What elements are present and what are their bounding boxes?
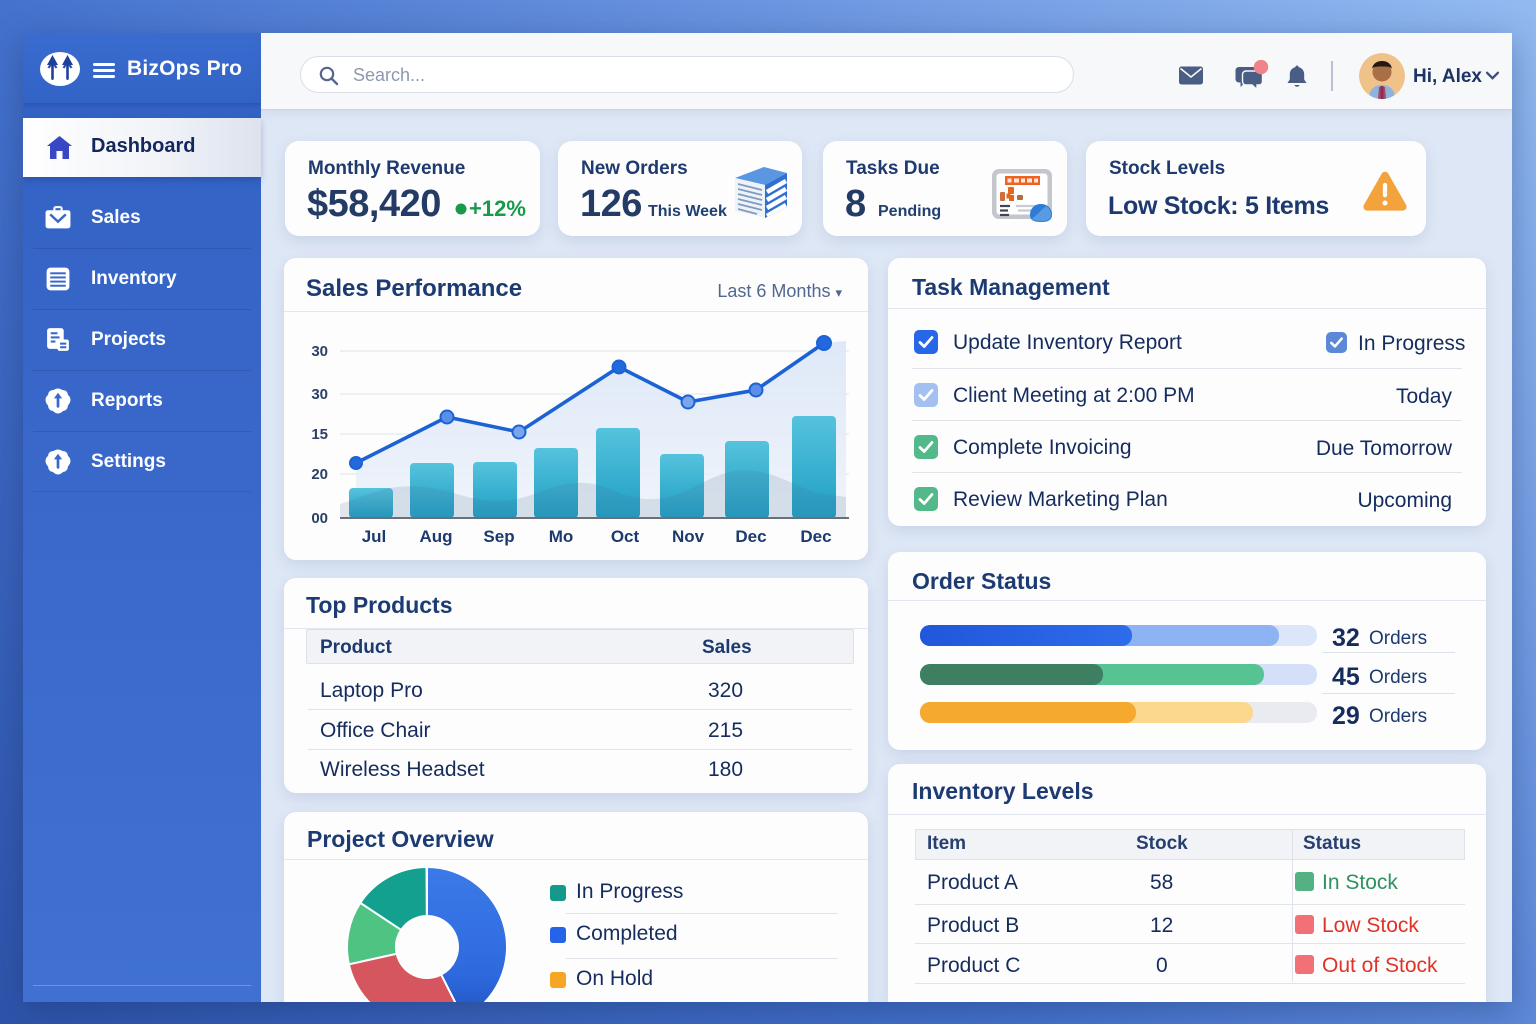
svg-text:20: 20	[311, 466, 328, 483]
svg-text:Oct: Oct	[611, 527, 640, 546]
svg-text:Dec: Dec	[735, 527, 766, 546]
svg-text:00: 00	[311, 510, 328, 527]
svg-text:15: 15	[311, 426, 328, 443]
svg-text:30: 30	[311, 386, 328, 403]
svg-text:+12%: +12%	[469, 196, 526, 221]
svg-text:Dec: Dec	[800, 527, 831, 546]
svg-text:30: 30	[311, 343, 328, 360]
svg-text:Jul: Jul	[362, 527, 387, 546]
svg-text:Sep: Sep	[483, 527, 514, 546]
svg-text:Mo: Mo	[549, 527, 574, 546]
svg-text:Nov: Nov	[672, 527, 705, 546]
svg-text:Aug: Aug	[419, 527, 452, 546]
